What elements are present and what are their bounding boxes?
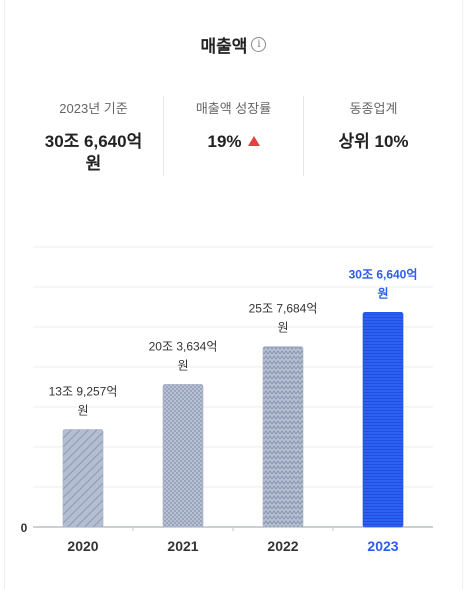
page-title: 매출액 xyxy=(200,37,248,56)
x-tick-label: 2021 xyxy=(167,538,198,554)
stat-value: 30조 6,640억원 xyxy=(44,132,143,173)
chart-marks: 2020 13조 9,257억 원 2021 20조 3,634억 원 2022 25조 7,… xyxy=(49,267,418,554)
data-label: 13조 9,257억 원 xyxy=(49,385,118,418)
bar xyxy=(262,346,304,528)
stat-value: 상위 10% xyxy=(338,132,409,151)
data-label: 20조 3,634억 원 xyxy=(149,339,218,372)
stat-label: 매출액 성장률 xyxy=(195,101,272,116)
stat-growth-rate: 매출액 성장률 19% xyxy=(163,96,303,176)
triangle-up-icon xyxy=(247,136,260,146)
bar xyxy=(162,384,204,528)
x-tick-label: 2022 xyxy=(267,538,298,554)
stat-base-year: 2023년 기준 30조 6,640억원 xyxy=(24,96,163,176)
title-row: 매출액 i xyxy=(0,32,467,57)
stat-label: 2023년 기준 xyxy=(59,101,128,116)
stat-industry-rank: 동종업계 상위 10% xyxy=(303,96,443,176)
x-tick-label: 2020 xyxy=(67,538,98,554)
info-icon[interactable]: i xyxy=(251,37,267,52)
bar xyxy=(362,312,404,528)
x-tick-label: 2023 xyxy=(367,538,398,554)
revenue-card xyxy=(4,0,463,589)
bar xyxy=(62,429,104,528)
stats-summary: 2023년 기준 30조 6,640억원 매출액 성장률 19% 동종업계 상위… xyxy=(24,96,443,176)
y-tick-label: 0 xyxy=(21,521,28,535)
data-label: 30조 6,640억 원 xyxy=(349,267,418,300)
data-label: 25조 7,684억 원 xyxy=(249,302,318,335)
stat-value: 19% xyxy=(207,132,242,151)
stat-label: 동종업계 xyxy=(349,101,398,116)
